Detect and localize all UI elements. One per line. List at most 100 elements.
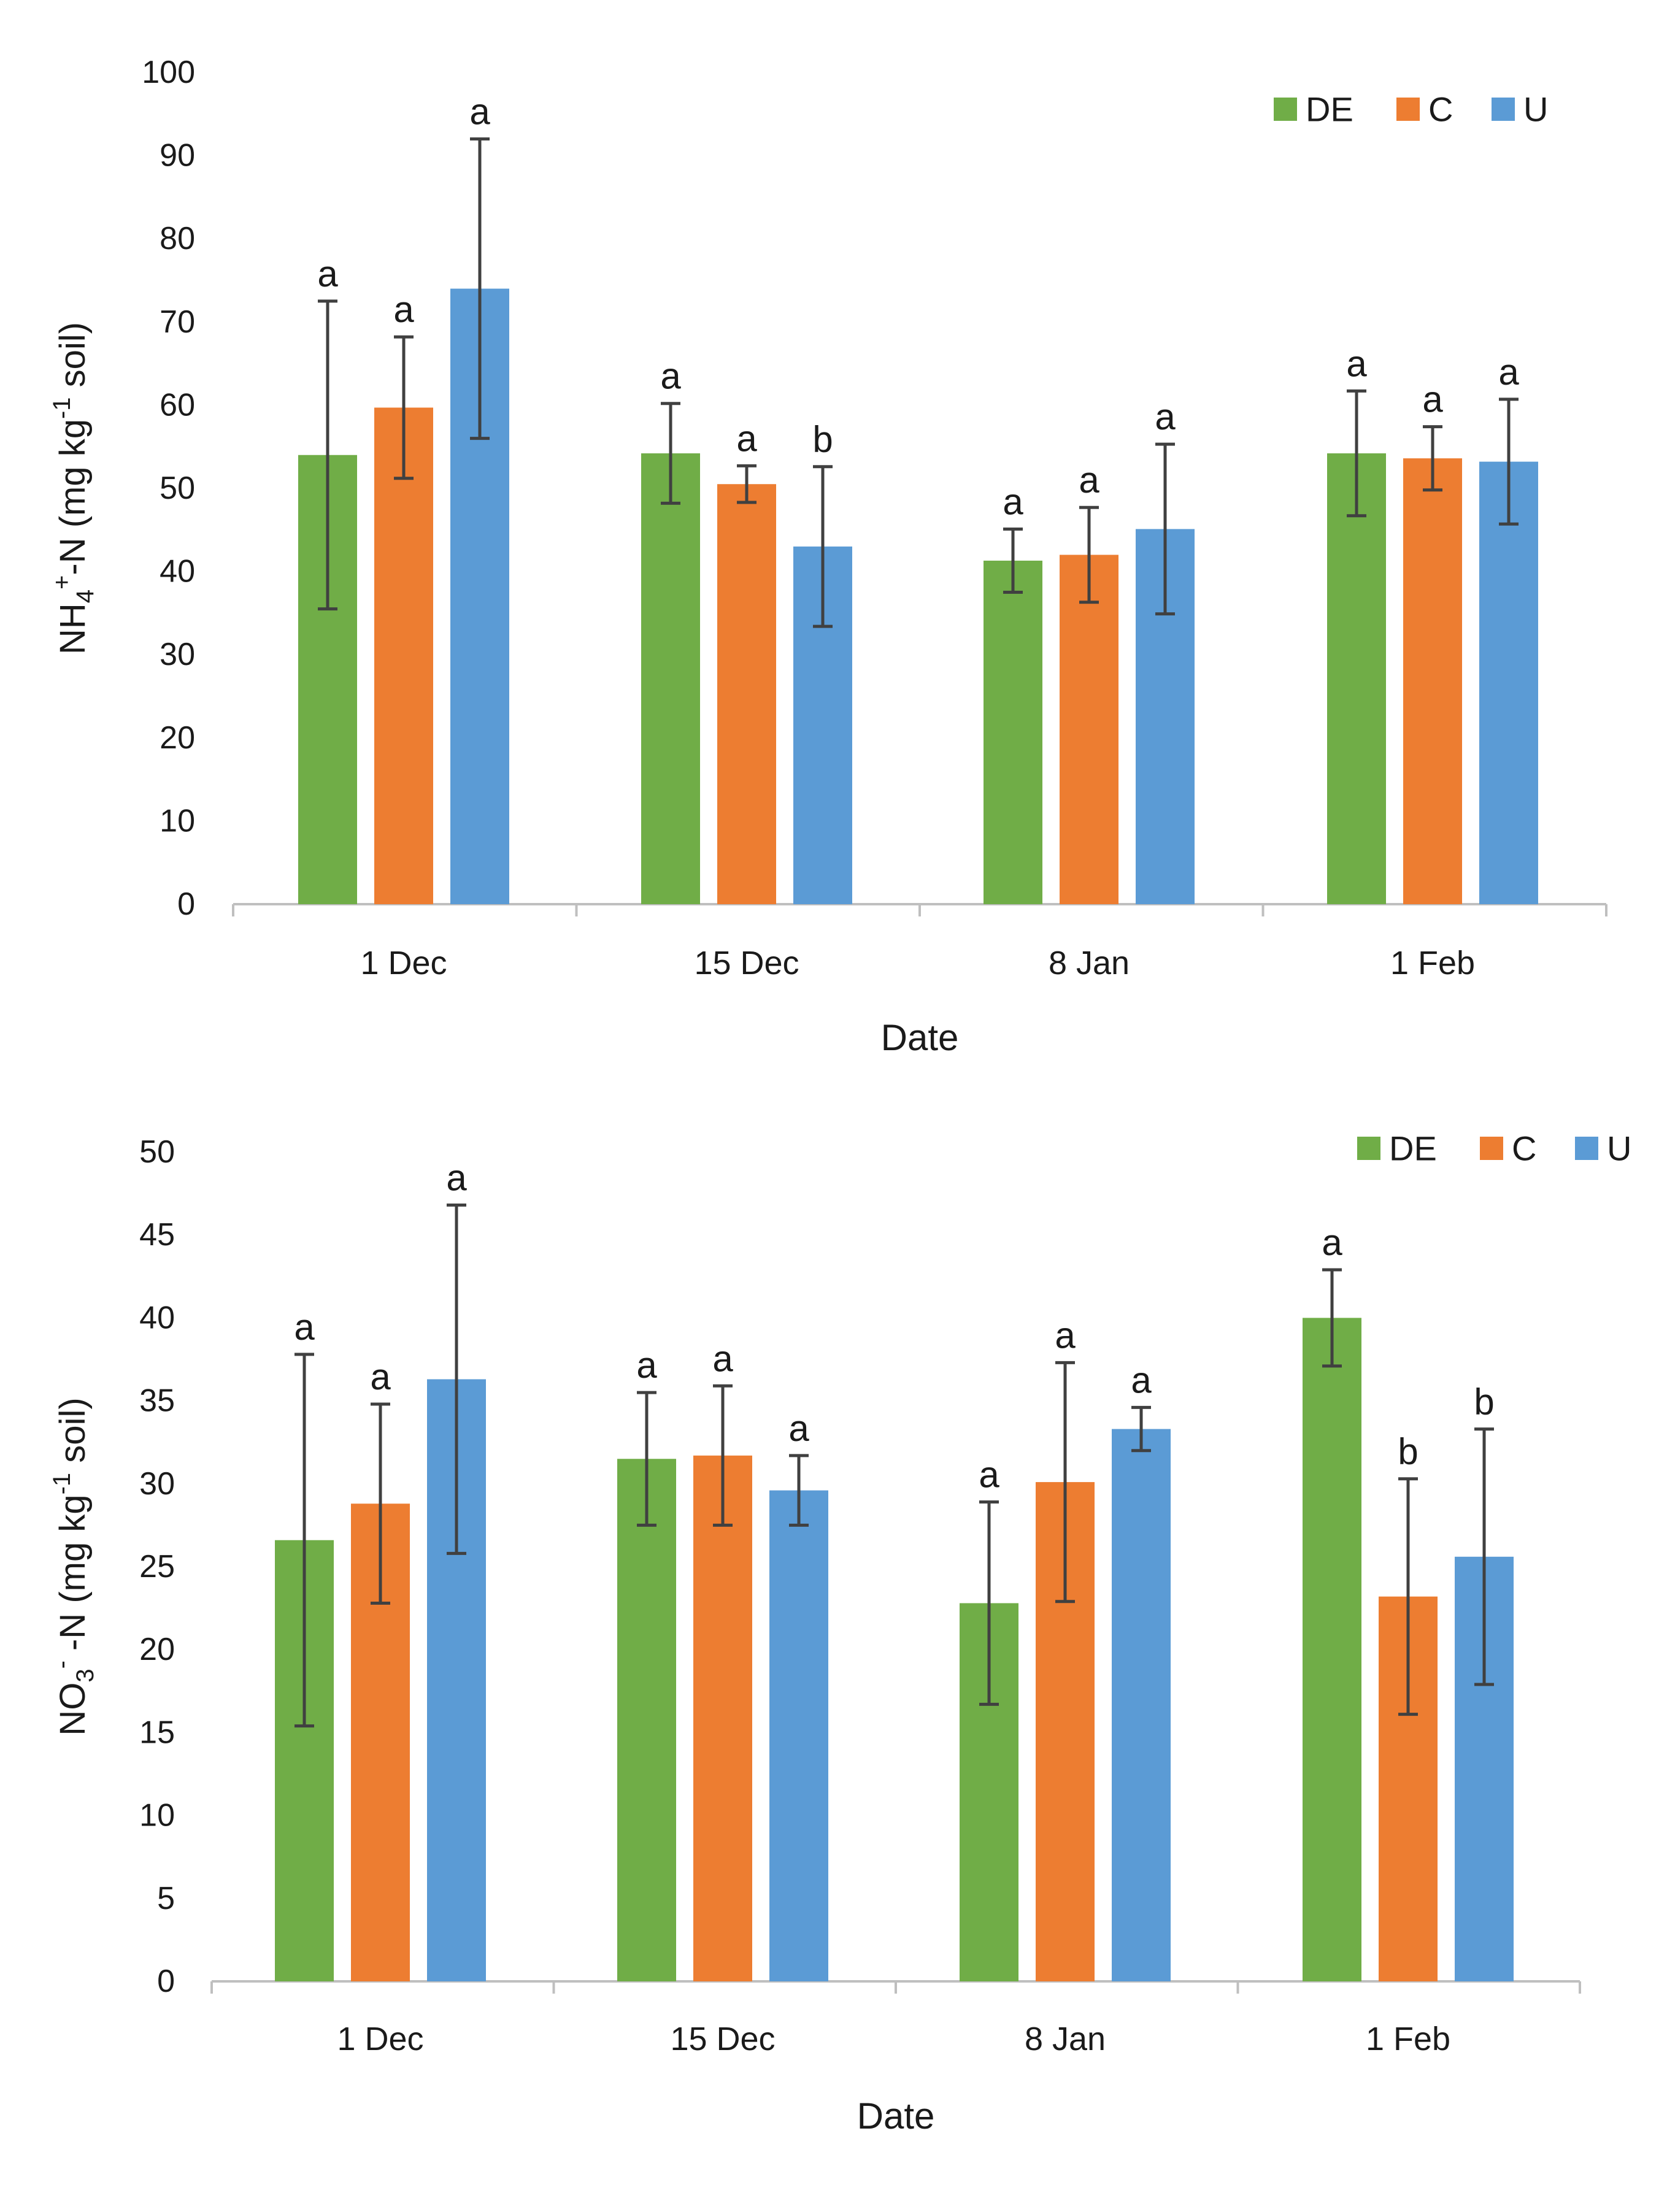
significance-letter: a [1003, 481, 1023, 522]
bar-u-3 [1479, 461, 1538, 904]
x-tick-label: 15 Dec [670, 2021, 775, 2057]
x-tick-label: 1 Dec [337, 2021, 423, 2057]
significance-letter: b [1474, 1381, 1494, 1423]
x-tick-label: 8 Jan [1025, 2021, 1106, 2057]
nh4-chart: 0 10 20 30 40 50 60 70 80 90 100 a a a 1 Dec a a b 15 Dec a… [48, 55, 1607, 1058]
legend-label-c: C [1512, 1129, 1536, 1168]
bar-de-3 [1327, 453, 1386, 904]
legend-label-de: DE [1389, 1129, 1437, 1168]
y-tick-label: 45 [139, 1217, 175, 1253]
significance-letter: a [788, 1408, 809, 1449]
bar-de-1 [617, 1459, 676, 1981]
significance-letter: a [1422, 379, 1443, 420]
significance-letter: a [294, 1307, 315, 1348]
significance-letter: a [1131, 1359, 1152, 1400]
legend-swatch-u [1575, 1137, 1598, 1160]
error-bar [1003, 527, 1023, 594]
legend-label-u: U [1523, 90, 1548, 129]
y-tick-label: 70 [160, 304, 195, 340]
y-tick-label: 50 [139, 1134, 175, 1170]
significance-letter: a [712, 1338, 733, 1379]
error-bar [737, 464, 757, 504]
x-tick-label: 1 Feb [1366, 2021, 1450, 2057]
x-axis-label: Date [881, 1017, 959, 1058]
significance-letter: a [1498, 351, 1519, 393]
error-bar [661, 402, 680, 505]
y-tick-label: 20 [160, 720, 195, 756]
y-tick-label: 5 [157, 1881, 175, 1916]
error-bar [318, 299, 337, 611]
significance-letter: a [317, 253, 338, 294]
y-tick-label: 50 [160, 470, 195, 506]
error-bar [1423, 425, 1442, 492]
significance-letter: a [1055, 1315, 1076, 1356]
legend: DE C U [1357, 1129, 1631, 1168]
bar-de-2 [984, 560, 1042, 904]
x-axis-label: Date [857, 2095, 935, 2137]
error-bar [1155, 442, 1175, 616]
bar-c-1 [717, 484, 776, 904]
error-bar [1131, 1405, 1151, 1453]
y-axis-label: NH4+-N (mg kg-1 soil) [48, 322, 99, 655]
error-bar [1079, 505, 1099, 604]
legend-swatch-c [1480, 1137, 1503, 1160]
y-tick-label: 15 [139, 1715, 175, 1750]
legend-label-c: C [1428, 90, 1453, 129]
y-tick-label: 90 [160, 138, 195, 174]
x-tick-label: 1 Feb [1390, 945, 1475, 981]
error-bar [1347, 389, 1366, 518]
bar-c-2 [1060, 555, 1118, 904]
y-tick-label: 25 [139, 1549, 175, 1584]
legend-swatch-de [1357, 1137, 1380, 1160]
y-tick-label: 0 [157, 1964, 175, 1999]
error-bar [1499, 397, 1519, 526]
error-bar [1474, 1427, 1494, 1686]
significance-letter: a [660, 356, 681, 397]
significance-letter: a [1155, 396, 1176, 437]
bar-de-1 [641, 453, 700, 904]
legend-swatch-c [1396, 98, 1420, 121]
significance-letter: a [1346, 343, 1367, 384]
error-bar [713, 1384, 733, 1527]
significance-letter: b [812, 419, 833, 460]
significance-letter: a [736, 418, 757, 459]
error-bar [979, 1500, 999, 1706]
y-tick-label: 0 [177, 886, 195, 922]
error-bar [371, 1402, 390, 1605]
significance-letter: a [469, 91, 490, 132]
significance-letter: a [393, 289, 414, 330]
significance-letter: a [370, 1356, 391, 1397]
legend: DE C U [1274, 90, 1548, 129]
y-tick-label: 40 [139, 1300, 175, 1335]
error-bar [394, 335, 414, 480]
legend-label-u: U [1607, 1129, 1631, 1168]
y-tick-label: 60 [160, 387, 195, 423]
legend-swatch-de [1274, 98, 1297, 121]
error-bar [295, 1353, 314, 1728]
y-tick-label: 30 [160, 637, 195, 672]
y-tick-label: 40 [160, 554, 195, 589]
bar-c-3 [1403, 458, 1462, 904]
error-bar [813, 465, 833, 628]
error-bar [1322, 1268, 1342, 1368]
error-bar [447, 1204, 466, 1555]
significance-letter: a [446, 1158, 467, 1199]
error-bar [1055, 1361, 1075, 1603]
error-bar [1398, 1477, 1418, 1716]
error-bar [789, 1454, 809, 1527]
significance-letter: a [979, 1454, 999, 1496]
bar-u-1 [769, 1490, 828, 1981]
legend-swatch-u [1492, 98, 1515, 121]
bar-c-0 [374, 407, 433, 904]
y-tick-label: 80 [160, 221, 195, 256]
y-tick-label: 30 [139, 1466, 175, 1502]
y-tick-label: 20 [139, 1632, 175, 1667]
y-tick-label: 100 [142, 55, 195, 90]
legend-label-de: DE [1306, 90, 1353, 129]
significance-letter: a [636, 1345, 657, 1386]
no3-chart: 0 5 10 15 20 25 30 35 40 45 50 a a a 1 Dec a a a 15 Dec a a a… [48, 1129, 1631, 2137]
error-bar [637, 1391, 656, 1527]
bar-u-2 [1112, 1429, 1171, 1981]
x-tick-label: 8 Jan [1049, 945, 1130, 981]
